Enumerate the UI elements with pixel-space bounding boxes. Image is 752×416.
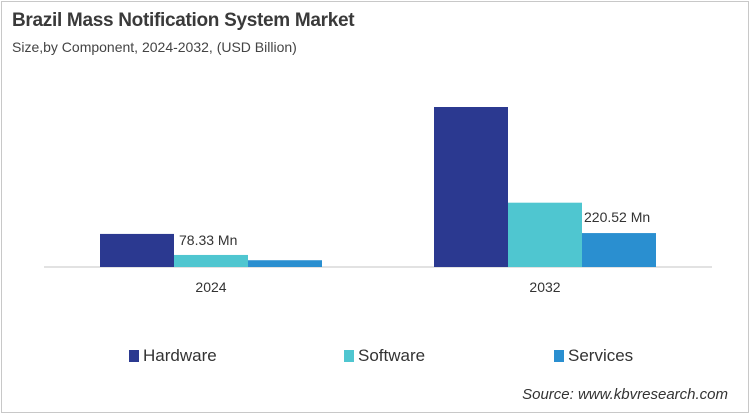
x-tick-label-2032: 2032 (529, 279, 560, 295)
bar-software-2024 (174, 254, 248, 267)
legend-label-services: Services (568, 346, 634, 365)
legend-swatch-hardware (129, 350, 139, 362)
bar-software-2032 (508, 202, 582, 267)
legend-item-software: Software (344, 346, 425, 366)
bar-services-2024 (248, 260, 322, 267)
legend-item-services: Services (554, 346, 633, 366)
data-label-services-2032: 220.52 Mn (584, 209, 650, 225)
source-note: Source: www.kbvresearch.com (522, 386, 728, 403)
bar-hardware-2024 (100, 233, 174, 267)
chart-subtitle: Size,by Component, 2024-2032, (USD Billi… (12, 39, 297, 55)
bar-hardware-2032 (434, 107, 508, 267)
legend-item-hardware: Hardware (129, 346, 217, 366)
legend-swatch-software (344, 350, 354, 362)
bar-services-2032 (582, 233, 656, 267)
legend-label-software: Software (358, 346, 426, 365)
legend-label-hardware: Hardware (143, 346, 217, 365)
legend-swatch-services (554, 350, 564, 362)
x-tick-label-2024: 2024 (195, 279, 226, 295)
data-label-software-2024: 78.33 Mn (179, 232, 237, 248)
chart-title: Brazil Mass Notification System Market (12, 10, 355, 31)
